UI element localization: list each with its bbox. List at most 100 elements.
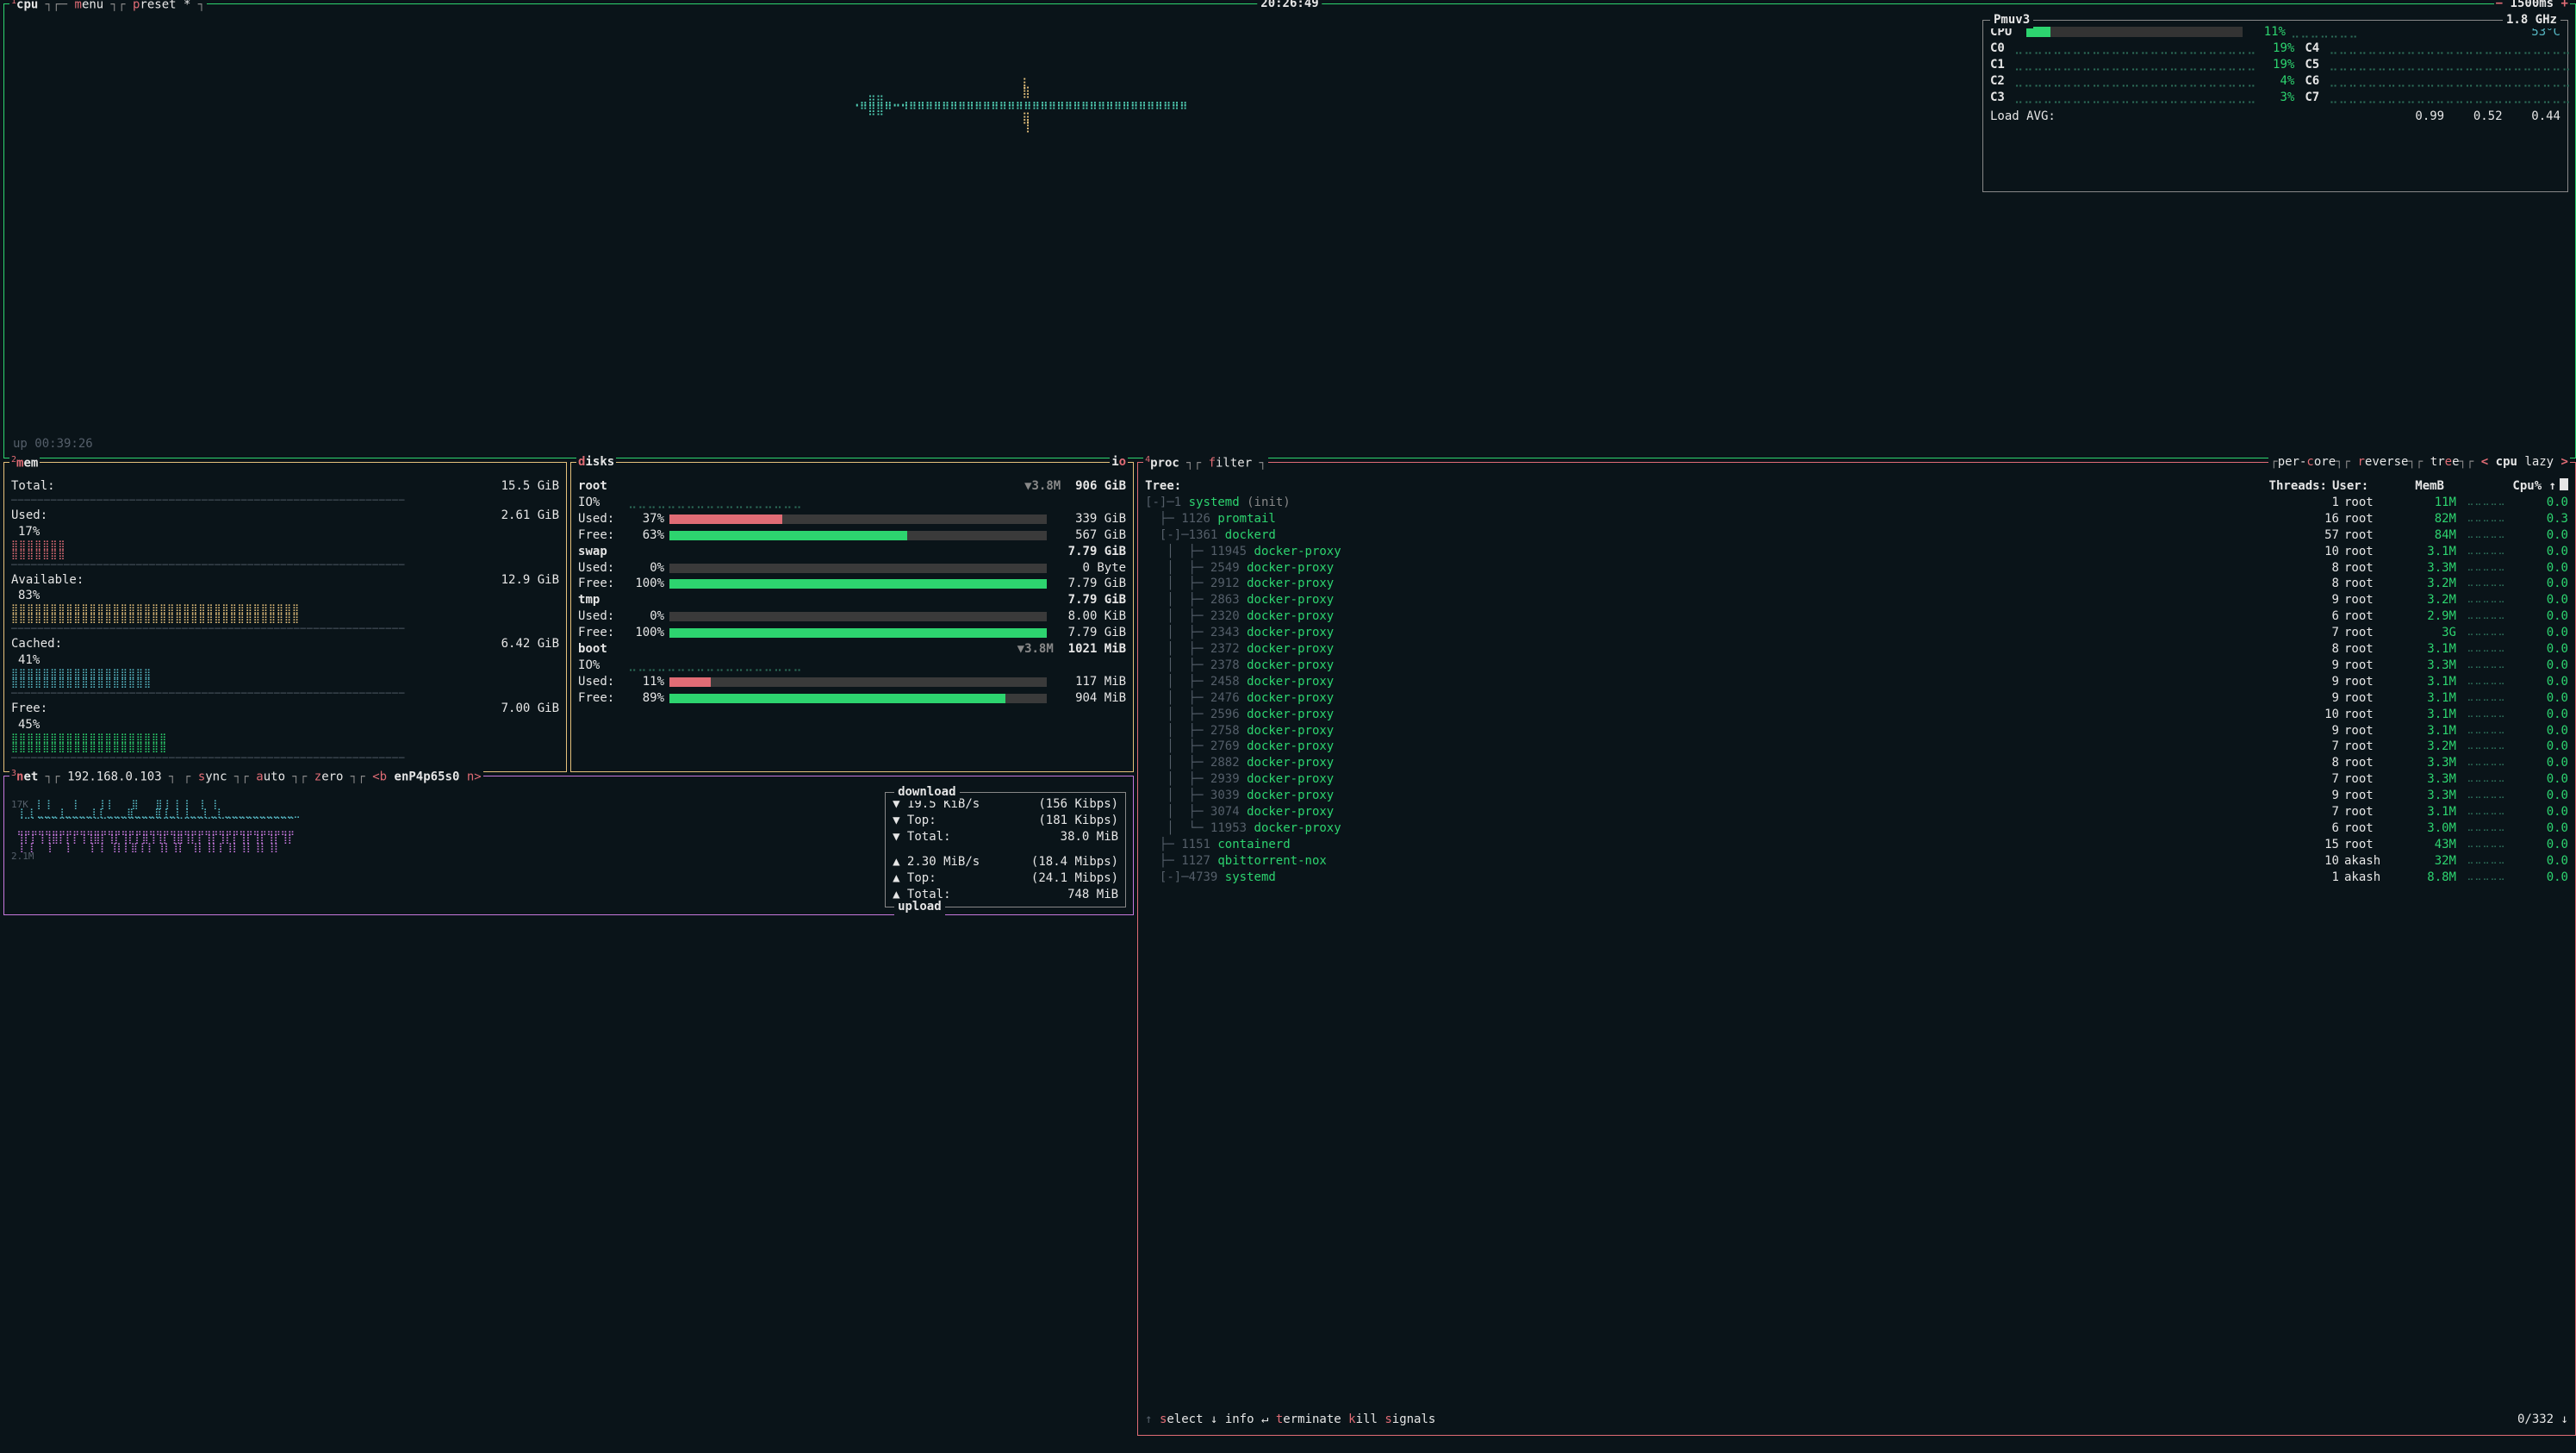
uptime: up 00:39:26 — [13, 436, 93, 452]
io-title: io — [1110, 454, 1128, 471]
proc-row[interactable]: ├─ 1127 qbittorrent-nox10akash32M⣀⣀⣀⣀⣀0.… — [1145, 853, 2568, 870]
cpu-core-row: C0⣀⣀⣀⣀⣀⣀⣀⣀⣀⣀⣀⣀⣀⣀⣀⣀⣀⣀⣀⣀⣀⣀⣀⣀⣀19% — [1990, 41, 2294, 57]
mem-title: 2mem — [9, 454, 40, 472]
mem-row: Used:2.61 GiB — [11, 508, 559, 524]
menu-button[interactable]: menu — [75, 0, 104, 12]
opt-per-core[interactable]: per-core — [2278, 455, 2336, 469]
hdr-threads[interactable]: Threads: — [2262, 478, 2332, 495]
proc-row[interactable]: ├─ 1126 promtail16root82M⣀⣀⣀⣀⣀0.3 — [1145, 511, 2568, 527]
cpu-core-row: C3⣀⣀⣀⣀⣀⣀⣀⣀⣀⣀⣀⣀⣀⣀⣀⣀⣀⣀⣀⣀⣀⣀⣀⣀⣀3% — [1990, 90, 2294, 106]
cpu-core-row: C2⣀⣀⣀⣀⣀⣀⣀⣀⣀⣀⣀⣀⣀⣀⣀⣀⣀⣀⣀⣀⣀⣀⣀⣀⣀4% — [1990, 73, 2294, 90]
net-iface-next[interactable]: n> — [467, 770, 482, 784]
hdr-mem[interactable]: MemB — [2392, 478, 2444, 495]
preset-button[interactable]: preset * — [133, 0, 190, 12]
mem-row: Total:15.5 GiB — [11, 478, 559, 495]
proc-row[interactable]: │ ├─ 11945 docker-proxy10root3.1M⣀⣀⣀⣀⣀0.… — [1145, 544, 2568, 560]
proc-row[interactable]: [-]─1361 dockerd57root84M⣀⣀⣀⣀⣀0.0 — [1145, 527, 2568, 544]
proc-title: 4proc ┐┌ filter ┐ — [1143, 454, 1268, 472]
disk-free-row: Free:89%904 MiB — [578, 690, 1126, 707]
proc-row[interactable]: │ ├─ 2939 docker-proxy7root3.3M⣀⣀⣀⣀⣀0.0 — [1145, 771, 2568, 788]
hdr-cpu[interactable]: Cpu% ↑ — [2504, 478, 2556, 495]
load-avg-label: Load AVG: — [1990, 109, 2056, 125]
disk-volume-header: swap 7.79 GiB — [578, 544, 1126, 560]
cpu-core-row: C1⣀⣀⣀⣀⣀⣀⣀⣀⣀⣀⣀⣀⣀⣀⣀⣀⣀⣀⣀⣀⣀⣀⣀⣀⣀19% — [1990, 57, 2294, 73]
net-ip: 192.168.0.103 — [67, 770, 162, 784]
disks-box: disks io root▼3.8M 906 GiBIO%⣀⣀⣀⣀⣀⣀⣀⣀⣀⣀⣀… — [570, 462, 1134, 772]
sort-next[interactable]: > — [2561, 455, 2568, 469]
cpu-panel: Pmuv3 1.8 GHz CPU 11% ⣀⣀⣀⣀⣀⣀⣀ 53°C C0⣀⣀⣀… — [1982, 20, 2568, 192]
proc-row[interactable]: │ ├─ 2476 docker-proxy9root3.1M⣀⣀⣀⣀⣀0.0 — [1145, 690, 2568, 707]
proc-row[interactable]: ├─ 1151 containerd15root43M⣀⣀⣀⣀⣀0.0 — [1145, 837, 2568, 853]
net-iface: enP4p65s0 — [395, 770, 460, 784]
load-avg-values: 0.99 0.52 0.44 — [2415, 109, 2560, 125]
net-zero[interactable]: zero — [314, 770, 344, 784]
cpu-history-graph: ⡇ ⣿ ⢀⣤⣿⣿⣤⣀⣠⣤⣤⣤⣤⣤⣤⣤⣤⣤⣤⣤⣤⣤⣤⣤⣤⣤⣤⣤⣤⣤⣤⣤⣤⣤⣤⣤⣤⣤… — [11, 20, 1974, 192]
proc-filter[interactable]: filter — [1209, 457, 1253, 471]
proc-opts: ┌per-core┐┌ reverse┐┌ tree┐┌ < cpu lazy … — [2268, 454, 2570, 471]
proc-row[interactable]: │ ├─ 2372 docker-proxy8root3.1M⣀⣀⣀⣀⣀0.0 — [1145, 641, 2568, 658]
disk-free-row: Free:100%7.79 GiB — [578, 576, 1126, 592]
disk-free-row: Free:100%7.79 GiB — [578, 625, 1126, 641]
proc-footer-count: 0/332 ↓ — [2517, 1412, 2568, 1428]
cpu-model: Pmuv3 — [1990, 12, 2033, 28]
proc-row[interactable]: │ ├─ 2882 docker-proxy8root3.3M⣀⣀⣀⣀⣀0.0 — [1145, 755, 2568, 771]
upload-title: upload — [894, 899, 945, 915]
interval-plus[interactable]: + — [2561, 0, 2568, 10]
cpu-total-bar — [2026, 27, 2243, 37]
mem-row: Available:12.9 GiB — [11, 572, 559, 589]
download-title: download — [894, 784, 959, 801]
proc-row[interactable]: │ ├─ 2343 docker-proxy7root3G⣀⣀⣀⣀⣀0.0 — [1145, 625, 2568, 641]
proc-row[interactable]: [-]─1 systemd (init)1root11M⣀⣀⣀⣀⣀0.0 — [1145, 495, 2568, 511]
proc-footer: ↑ select ↓ info ↵ terminate kill signals… — [1145, 1412, 2568, 1428]
opt-lazy[interactable]: lazy — [2524, 455, 2554, 469]
net-stat-row: ▼ Total:38.0 MiB — [893, 829, 1118, 845]
net-stat-row: ▼ Top:(181 Kibps) — [893, 813, 1118, 829]
proc-header-row: Tree: Threads: User: MemB Cpu% ↑ — [1145, 478, 2568, 495]
proc-row[interactable]: │ ├─ 2596 docker-proxy10root3.1M⣀⣀⣀⣀⣀0.0 — [1145, 707, 2568, 723]
disk-free-row: Free:63%567 GiB — [578, 527, 1126, 544]
proc-row[interactable]: │ ├─ 3074 docker-proxy7root3.1M⣀⣀⣀⣀⣀0.0 — [1145, 804, 2568, 820]
net-graph: 17K ⢸ ⡇ ⢸ ⡇⡇ ⣿ ⣿⢸ ⡇⢸ ⡇ ⡇ ⢸ ⡇⣀⣀⣀⢸⣀⣀⣀⣀⡇⡇⣀⣀… — [11, 792, 880, 907]
proc-box: 4proc ┐┌ filter ┐ ┌per-core┐┌ reverse┐┌ … — [1137, 462, 2576, 1436]
cpu-total-row: CPU 11% ⣀⣀⣀⣀⣀⣀⣀ 53°C — [1990, 24, 2560, 41]
cpu-core-row: C7⣀⣀⣀⣀⣀⣀⣀⣀⣀⣀⣀⣀⣀⣀⣀⣀⣀⣀⣀⣀⣀⣀⣀⣀⣀5% — [2305, 90, 2576, 106]
sort-prev[interactable]: < — [2481, 455, 2488, 469]
proc-row[interactable]: │ ├─ 2769 docker-proxy7root3.2M⣀⣀⣀⣀⣀0.0 — [1145, 739, 2568, 755]
scrollbar[interactable] — [2560, 478, 2568, 490]
cpu-core-row: C4⣀⣀⣀⣀⣀⣀⣀⣀⣀⣀⣀⣀⣀⣀⣀⣀⣀⣀⣀⣀⣀⣀⣀⣀⣀7% — [2305, 41, 2576, 57]
disk-used-row: Used:0%8.00 KiB — [578, 608, 1126, 625]
interval-minus[interactable]: − — [2496, 0, 2503, 10]
proc-list[interactable]: [-]─1 systemd (init)1root11M⣀⣀⣀⣀⣀0.0 ├─ … — [1145, 495, 2568, 1410]
disk-volume-header: root▼3.8M 906 GiB — [578, 478, 1126, 495]
interval-control: − 1500ms + — [2494, 0, 2570, 12]
cpu-core-row: C6⣀⣀⣀⣀⣀⣀⣀⣀⣀⣀⣀⣀⣀⣀⣀⣀⣀⣀⣀⣀⣀⣀⣀⣀⣀23% — [2305, 73, 2576, 90]
mem-row: Free:7.00 GiB — [11, 701, 559, 717]
proc-row[interactable]: │ ├─ 2320 docker-proxy6root2.9M⣀⣀⣀⣀⣀0.0 — [1145, 608, 2568, 625]
net-auto[interactable]: auto — [256, 770, 285, 784]
proc-row[interactable]: │ ├─ 2758 docker-proxy9root3.1M⣀⣀⣀⣀⣀0.0 — [1145, 723, 2568, 739]
disk-used-row: Used:0%0 Byte — [578, 560, 1126, 577]
opt-tree[interactable]: tree — [2430, 455, 2460, 469]
proc-row[interactable]: │ ├─ 2912 docker-proxy8root3.2M⣀⣀⣀⣀⣀0.0 — [1145, 576, 2568, 592]
proc-row[interactable]: │ ├─ 2378 docker-proxy9root3.3M⣀⣀⣀⣀⣀0.0 — [1145, 658, 2568, 674]
cpu-core-row: C5⣀⣀⣀⣀⣀⣀⣀⣀⣀⣀⣀⣀⣀⣀⣀⣀⣀⣀⣀⣀⣀⣀⣀⣀⣀9% — [2305, 57, 2576, 73]
proc-row[interactable]: │ └─ 11953 docker-proxy6root3.0M⣀⣀⣀⣀⣀0.0 — [1145, 820, 2568, 837]
proc-row[interactable]: │ ├─ 2863 docker-proxy9root3.2M⣀⣀⣀⣀⣀0.0 — [1145, 592, 2568, 608]
proc-row[interactable]: │ ├─ 3039 docker-proxy9root3.3M⣀⣀⣀⣀⣀0.0 — [1145, 788, 2568, 804]
net-sync[interactable]: sync — [198, 770, 227, 784]
net-title: 3net ┐┌ 192.168.0.103 ┐ ┌ sync ┐┌ auto ┐… — [9, 768, 483, 786]
interval-value: 1500ms — [2511, 0, 2554, 10]
net-stat-row: ▲ Top:(24.1 Mibps) — [893, 870, 1118, 887]
proc-row[interactable]: │ ├─ 2458 docker-proxy9root3.1M⣀⣀⣀⣀⣀0.0 — [1145, 674, 2568, 690]
cpu-box: 1cpu ┐┌─ menu ┐┌ preset * ┐ 20:26:49 − 1… — [3, 3, 2576, 458]
sort-col: cpu — [2496, 455, 2525, 469]
disk-used-row: Used:37%339 GiB — [578, 511, 1126, 527]
proc-row[interactable]: [-]─4739 systemd1akash8.8M⣀⣀⣀⣀⣀0.0 — [1145, 870, 2568, 886]
hdr-tree[interactable]: Tree: — [1145, 478, 2262, 495]
net-stats-panel: download ▼ 19.5 KiB/s(156 Kibps)▼ Top:(1… — [885, 792, 1126, 907]
hdr-user[interactable]: User: — [2332, 478, 2392, 495]
opt-reverse[interactable]: reverse — [2357, 455, 2408, 469]
proc-row[interactable]: │ ├─ 2549 docker-proxy8root3.3M⣀⣀⣀⣀⣀0.0 — [1145, 560, 2568, 577]
net-iface-prev[interactable]: <b — [372, 770, 387, 784]
proc-footer-actions: ↑ select ↓ info ↵ terminate kill signals — [1145, 1412, 1435, 1428]
